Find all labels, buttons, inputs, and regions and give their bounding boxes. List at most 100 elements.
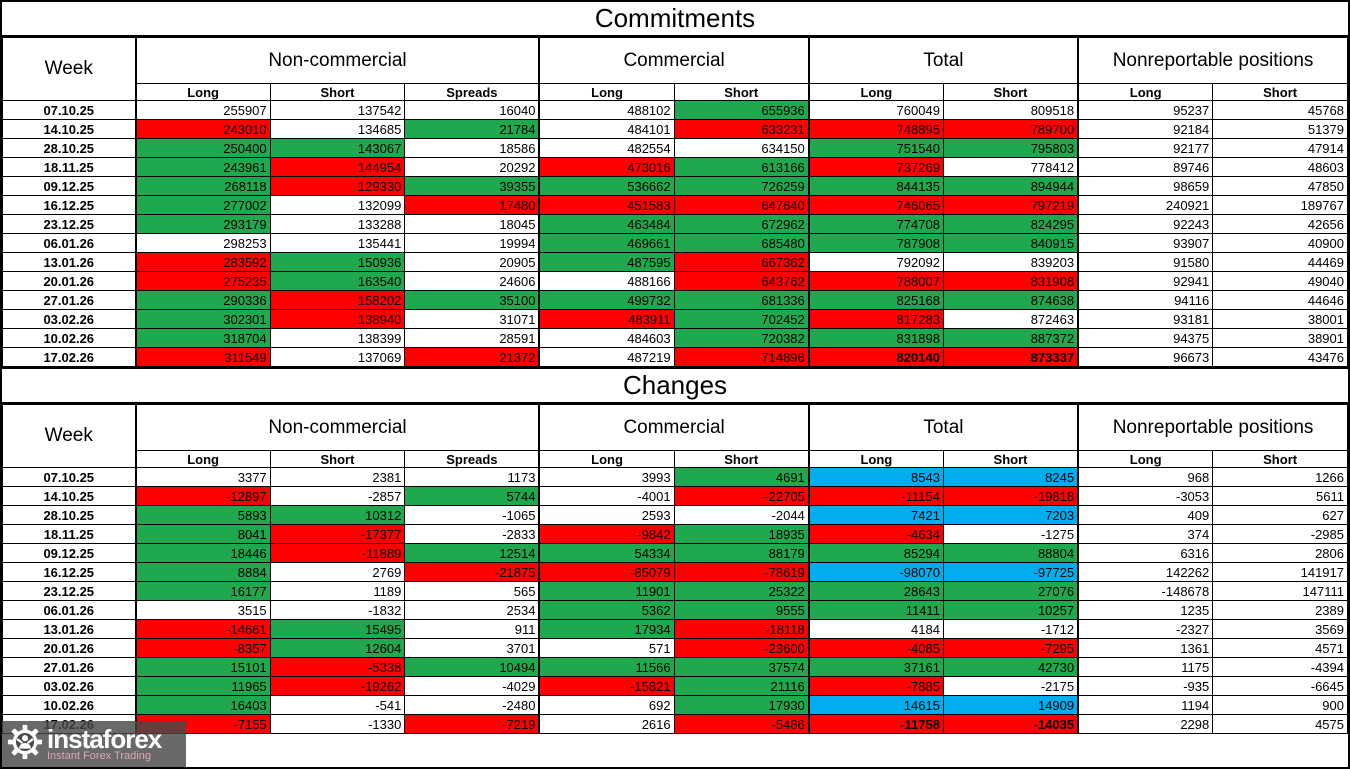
table-row: 18.11.25 243961 144954 20292 473016 613166 737… <box>2 157 1348 177</box>
value-cell: 10494 <box>404 657 540 677</box>
value-cell: 2616 <box>538 714 675 734</box>
table-row: 27.01.26 15101 -5338 10494 11566 37574 37161 42… <box>2 657 1348 677</box>
value-cell: 92177 <box>1077 138 1214 158</box>
value-cell: 18045 <box>404 214 540 234</box>
value-cell: -5486 <box>673 714 810 734</box>
table-row: 06.01.26 3515 -1832 2534 5362 9555 11411 10257 1… <box>2 600 1348 620</box>
value-cell: 92184 <box>1077 119 1214 139</box>
value-cell: -2833 <box>404 524 540 544</box>
value-cell: 968 <box>1077 467 1214 487</box>
value-cell: 726259 <box>673 176 810 196</box>
group-header: Nonreportable positions <box>1077 404 1348 451</box>
value-cell: 12514 <box>404 543 540 563</box>
value-cell: 655936 <box>673 100 810 120</box>
value-cell: 138399 <box>269 328 406 348</box>
week-cell: 03.02.26 <box>2 676 136 696</box>
week-cell: 14.10.25 <box>2 486 136 506</box>
value-cell: 643762 <box>673 271 810 291</box>
changes-section-title: Changes <box>2 367 1348 404</box>
value-cell: 8543 <box>807 467 944 487</box>
value-cell: 16177 <box>134 581 271 601</box>
value-cell: 911 <box>404 619 540 639</box>
value-cell: 38001 <box>1212 309 1348 329</box>
value-cell: 28643 <box>807 581 944 601</box>
value-cell: 132099 <box>269 195 406 215</box>
value-cell: 6316 <box>1077 543 1214 563</box>
value-cell: -8357 <box>134 638 271 658</box>
value-cell: 18935 <box>673 524 810 544</box>
value-cell: 27076 <box>942 581 1079 601</box>
value-cell: 1266 <box>1212 467 1348 487</box>
table-row: 20.01.26 -8357 12604 3701 571 -23600 -4085 -729… <box>2 638 1348 658</box>
value-cell: 3515 <box>134 600 271 620</box>
value-cell: 147111 <box>1212 581 1348 601</box>
value-cell: -4001 <box>538 486 675 506</box>
week-cell: 20.01.26 <box>2 638 136 658</box>
week-cell: 10.02.26 <box>2 328 136 348</box>
sub-column-header: Short <box>942 83 1079 101</box>
value-cell: -2857 <box>269 486 406 506</box>
table-row: 07.10.25 255907 137542 16040 488102 655936 760… <box>2 100 1348 120</box>
value-cell: -85079 <box>538 562 675 582</box>
value-cell: 15101 <box>134 657 271 677</box>
value-cell: 409 <box>1077 505 1214 525</box>
value-cell: -3053 <box>1077 486 1214 506</box>
value-cell: 5362 <box>538 600 675 620</box>
value-cell: 748895 <box>807 119 944 139</box>
value-cell: 3993 <box>538 467 675 487</box>
value-cell: 789700 <box>942 119 1079 139</box>
value-cell: 571 <box>538 638 675 658</box>
value-cell: 634150 <box>673 138 810 158</box>
sub-column-header: Long <box>1077 450 1214 468</box>
table-row: 10.02.26 16403 -541 -2480 692 17930 14615 14909… <box>2 695 1348 715</box>
value-cell: 702452 <box>673 309 810 329</box>
value-cell: 482554 <box>538 138 675 158</box>
value-cell: 1194 <box>1077 695 1214 715</box>
week-cell: 13.01.26 <box>2 252 136 272</box>
sub-column-header: Short <box>1212 83 1348 101</box>
value-cell: 88804 <box>942 543 1079 563</box>
value-cell: -2480 <box>404 695 540 715</box>
week-cell: 09.12.25 <box>2 543 136 563</box>
value-cell: -7295 <box>942 638 1079 658</box>
value-cell: 14909 <box>942 695 1079 715</box>
value-cell: 290336 <box>134 290 271 310</box>
changes-table: Week Non-commercial Commercial Total Nonrepo… <box>2 404 1348 734</box>
value-cell: -2175 <box>942 676 1079 696</box>
value-cell: 94116 <box>1077 290 1214 310</box>
value-cell: 1361 <box>1077 638 1214 658</box>
value-cell: -1832 <box>269 600 406 620</box>
value-cell: 85294 <box>807 543 944 563</box>
value-cell: 16040 <box>404 100 540 120</box>
value-cell: 872463 <box>942 309 1079 329</box>
table-row: 09.12.25 268118 129330 39355 536662 726259 844… <box>2 176 1348 196</box>
value-cell: 2769 <box>269 562 406 582</box>
value-cell: 692 <box>538 695 675 715</box>
sub-column-header: Spreads <box>404 83 540 101</box>
value-cell: 5893 <box>134 505 271 525</box>
value-cell: 795803 <box>942 138 1079 158</box>
value-cell: 463484 <box>538 214 675 234</box>
value-cell: 18586 <box>404 138 540 158</box>
week-cell: 06.01.26 <box>2 233 136 253</box>
value-cell: 4184 <box>807 619 944 639</box>
value-cell: 142262 <box>1077 562 1214 582</box>
instaforex-gear-logo-icon <box>6 723 44 766</box>
value-cell: 473016 <box>538 157 675 177</box>
sub-column-header: Short <box>1212 450 1348 468</box>
value-cell: 311549 <box>134 347 271 367</box>
value-cell: 1173 <box>404 467 540 487</box>
value-cell: -1065 <box>404 505 540 525</box>
value-cell: 5611 <box>1212 486 1348 506</box>
value-cell: 144954 <box>269 157 406 177</box>
value-cell: 374 <box>1077 524 1214 544</box>
value-cell: -19262 <box>269 676 406 696</box>
group-header: Nonreportable positions <box>1077 37 1348 84</box>
value-cell: 137542 <box>269 100 406 120</box>
group-header: Non-commercial <box>134 37 540 84</box>
group-header: Commercial <box>538 404 810 451</box>
value-cell: 21372 <box>404 347 540 367</box>
week-cell: 17.02.26 <box>2 347 136 367</box>
group-header: Total <box>807 404 1079 451</box>
value-cell: 54334 <box>538 543 675 563</box>
